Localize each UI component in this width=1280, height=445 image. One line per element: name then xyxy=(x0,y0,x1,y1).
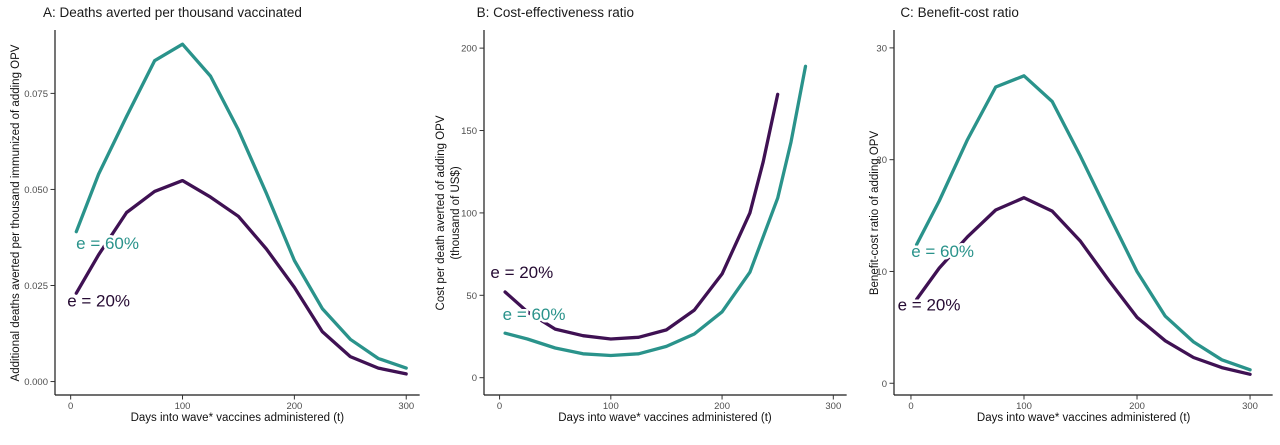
svg-text:0: 0 xyxy=(497,401,502,412)
panel-c: C: Benefit-cost ratio Benefit-cost ratio… xyxy=(853,0,1280,445)
svg-text:0.025: 0.025 xyxy=(24,281,48,292)
svg-text:0: 0 xyxy=(909,401,914,412)
panel-c-plot: 0 100 200 300 0 10 20 30 e = 60% e = 20% xyxy=(877,30,1273,412)
panel-a-plot: 0 100 200 300 0.000 0.025 0.050 0.075 e = 60% e =… xyxy=(24,30,420,412)
panel-a-title: A: Deaths averted per thousand vaccinate… xyxy=(43,5,302,20)
svg-text:300: 300 xyxy=(1242,401,1258,412)
svg-text:0.000: 0.000 xyxy=(24,377,48,388)
svg-text:100: 100 xyxy=(175,401,191,412)
panel-b-x-axis-label: Days into wave* vaccines administered (t… xyxy=(558,412,772,424)
panel-a: A: Deaths averted per thousand vaccinate… xyxy=(0,0,427,445)
svg-text:200: 200 xyxy=(714,401,730,412)
svg-text:10: 10 xyxy=(877,267,888,278)
svg-text:0.050: 0.050 xyxy=(24,185,48,196)
svg-text:200: 200 xyxy=(286,401,302,412)
svg-text:100: 100 xyxy=(1016,401,1032,412)
panel-b-title: B: Cost-effectiveness ratio xyxy=(476,5,634,20)
svg-text:0: 0 xyxy=(882,379,887,390)
panel-b: B: Cost-effectiveness ratio Cost per dea… xyxy=(427,0,854,445)
svg-text:300: 300 xyxy=(398,401,414,412)
panel-a-x-axis-label: Days into wave* vaccines administered (t… xyxy=(130,412,345,424)
svg-text:100: 100 xyxy=(603,401,619,412)
svg-text:50: 50 xyxy=(466,291,477,302)
svg-text:e = 20%: e = 20% xyxy=(490,263,553,282)
svg-text:e = 60%: e = 60% xyxy=(912,242,975,261)
svg-text:100: 100 xyxy=(461,208,477,219)
svg-text:20: 20 xyxy=(877,155,888,166)
svg-text:150: 150 xyxy=(461,126,477,137)
svg-text:200: 200 xyxy=(461,44,477,55)
svg-text:0: 0 xyxy=(68,401,73,412)
svg-text:30: 30 xyxy=(877,43,888,54)
svg-text:0.075: 0.075 xyxy=(24,89,48,100)
panel-c-x-axis-label: Days into wave* vaccines administered (t… xyxy=(976,412,1191,424)
panel-b-plot: 0 100 200 300 0 50 100 150 200 e = 20% e = 60% xyxy=(461,30,847,412)
svg-text:e = 60%: e = 60% xyxy=(502,305,565,324)
svg-text:0: 0 xyxy=(471,373,476,384)
panel-c-title: C: Benefit-cost ratio xyxy=(900,5,1019,20)
svg-text:200: 200 xyxy=(1129,401,1145,412)
svg-text:300: 300 xyxy=(825,401,841,412)
svg-text:e = 60%: e = 60% xyxy=(76,234,139,253)
svg-text:e = 20%: e = 20% xyxy=(67,292,130,311)
svg-text:e = 20%: e = 20% xyxy=(898,296,961,315)
